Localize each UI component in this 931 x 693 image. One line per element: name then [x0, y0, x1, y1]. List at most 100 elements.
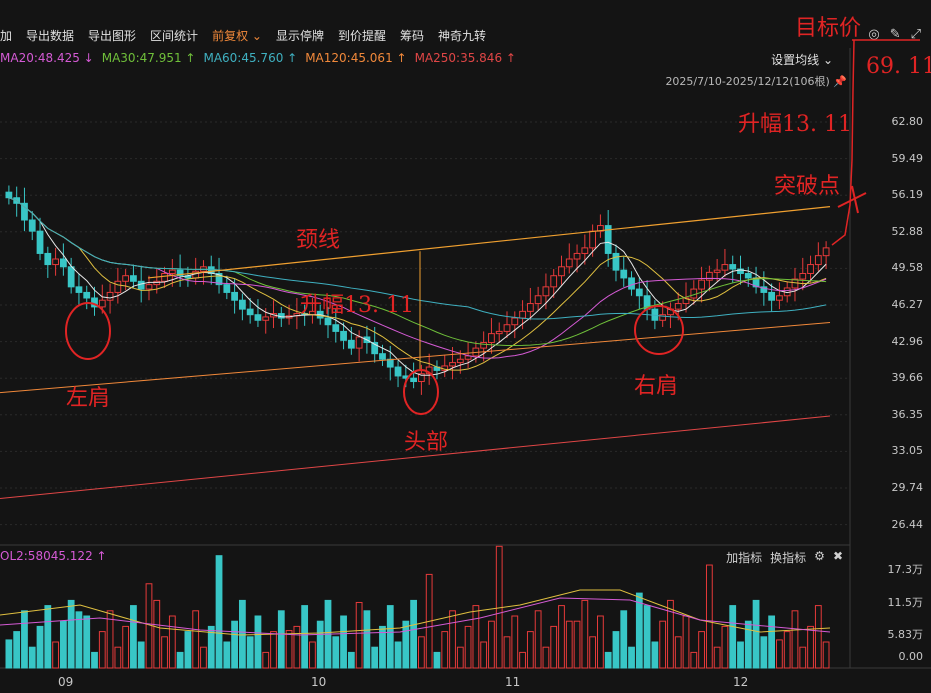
volume-bar	[682, 615, 690, 669]
time-tick: 12	[733, 675, 749, 689]
toolbar-item[interactable]: 显示停牌	[275, 28, 324, 43]
volume-bar	[464, 625, 472, 669]
volume-tool[interactable]: ✖	[832, 549, 843, 563]
candle-body	[347, 339, 355, 349]
volume-bar	[744, 620, 752, 669]
volume-tool[interactable]: 加指标	[726, 551, 763, 565]
volume-bar	[13, 631, 21, 669]
candle-body	[231, 291, 238, 301]
candle-body	[262, 316, 270, 321]
volume-bar	[729, 605, 737, 669]
volume-tool[interactable]: ⚙	[814, 549, 825, 563]
volume-bar	[347, 651, 355, 669]
volume-bar	[783, 631, 791, 669]
candle-body	[628, 277, 635, 290]
candle-body	[215, 272, 223, 286]
volume-bar	[791, 610, 799, 669]
volume-bar	[52, 641, 59, 669]
volume-bar	[262, 651, 270, 669]
neckline-label: 颈线	[296, 228, 341, 253]
toolbar-item[interactable]: 筹码	[399, 28, 424, 43]
volume-bar	[285, 630, 293, 669]
vol-ma-line	[0, 597, 831, 636]
volume-bar	[176, 651, 184, 669]
volume-bar	[309, 641, 316, 669]
price-tick: 26.44	[891, 517, 924, 531]
volume-header: OL2:58045.122 ↑	[0, 549, 107, 563]
candle-body	[379, 353, 386, 360]
volume-bar	[410, 599, 417, 669]
target-price-value: 69. 11	[866, 54, 931, 79]
volume-bar	[394, 641, 402, 669]
volume-bar	[21, 610, 28, 669]
ma-line	[8, 197, 827, 376]
time-tick: 11	[505, 675, 521, 689]
candle-body	[511, 317, 519, 326]
candle-body	[526, 303, 534, 312]
toolbar-item[interactable]: 神奇九转	[437, 28, 486, 43]
set-ma-button[interactable]: 设置均线 ⌄	[771, 53, 833, 67]
circle-icon[interactable]: ◎	[868, 27, 880, 42]
toolbar-item[interactable]: 导出图形	[88, 28, 137, 43]
rise-label-mid: 升幅13. 11	[300, 293, 414, 318]
price-tick: 42.96	[891, 334, 924, 348]
candle-body	[807, 264, 814, 274]
volume-bar	[488, 620, 495, 669]
price-tick: 39.66	[891, 371, 924, 385]
head-circle	[403, 369, 439, 415]
volume-bar	[153, 599, 161, 669]
volume-bar	[565, 620, 573, 669]
candle-body	[67, 266, 75, 288]
volume-bar	[643, 605, 651, 669]
candle-body	[52, 258, 59, 266]
pin-icon[interactable]: 📌	[833, 75, 847, 88]
candle-body	[246, 308, 254, 316]
toolbar-item[interactable]: 导出数据	[26, 28, 75, 43]
volume-bar	[36, 625, 44, 669]
volume-tick: 5.83万	[887, 628, 924, 641]
toolbar-item[interactable]: 前复权 ⌄	[212, 28, 262, 43]
volume-bar	[674, 636, 682, 669]
candle-body	[705, 271, 713, 281]
price-tick: 36.35	[891, 407, 924, 421]
volume-bar	[807, 625, 814, 669]
volume-bar	[768, 615, 776, 669]
toolbar-item[interactable]: 区间统计	[150, 28, 199, 43]
candle-body	[589, 230, 597, 249]
candle-body	[456, 358, 464, 364]
volume-bar	[604, 651, 612, 669]
volume-bar	[628, 646, 635, 669]
volume-bar	[270, 631, 277, 669]
price-tick: 52.88	[891, 224, 924, 238]
volume-bar	[106, 610, 114, 669]
pencil-icon[interactable]: ✎	[889, 27, 901, 42]
volume-bar	[433, 651, 441, 669]
ma-indicator-row: MA20:48.425 ↓ MA30:47.951 ↑ MA60:45.760 ↑ M…	[0, 51, 524, 65]
volume-bar	[635, 592, 643, 669]
ma-line	[8, 197, 827, 320]
time-tick: 10	[311, 675, 327, 689]
candle-body	[713, 269, 721, 273]
volume-bar	[737, 641, 744, 669]
candle-body	[355, 336, 363, 349]
candle-body	[106, 291, 114, 301]
candle-body	[410, 377, 417, 383]
toolbar-item[interactable]: 到价提醒	[337, 28, 386, 43]
candle-body	[698, 279, 705, 290]
volume-bar	[98, 631, 106, 669]
candle-body	[21, 202, 28, 221]
breakout-mark	[837, 192, 867, 208]
price-tick: 33.05	[891, 444, 924, 458]
volume-tool[interactable]: 换指标	[770, 551, 807, 565]
volume-bar	[480, 641, 488, 669]
price-tick: 62.80	[891, 115, 924, 128]
volume-bar	[526, 631, 534, 669]
ma250-line	[0, 415, 831, 499]
ma-indicator: MA30:47.951 ↑	[101, 51, 196, 65]
projection-line	[831, 39, 855, 246]
candle-body	[480, 342, 488, 349]
fullscreen-icon[interactable]: ⤢	[910, 27, 921, 42]
toolbar-item[interactable]: 加	[0, 28, 13, 43]
head-label: 头部	[404, 430, 449, 455]
